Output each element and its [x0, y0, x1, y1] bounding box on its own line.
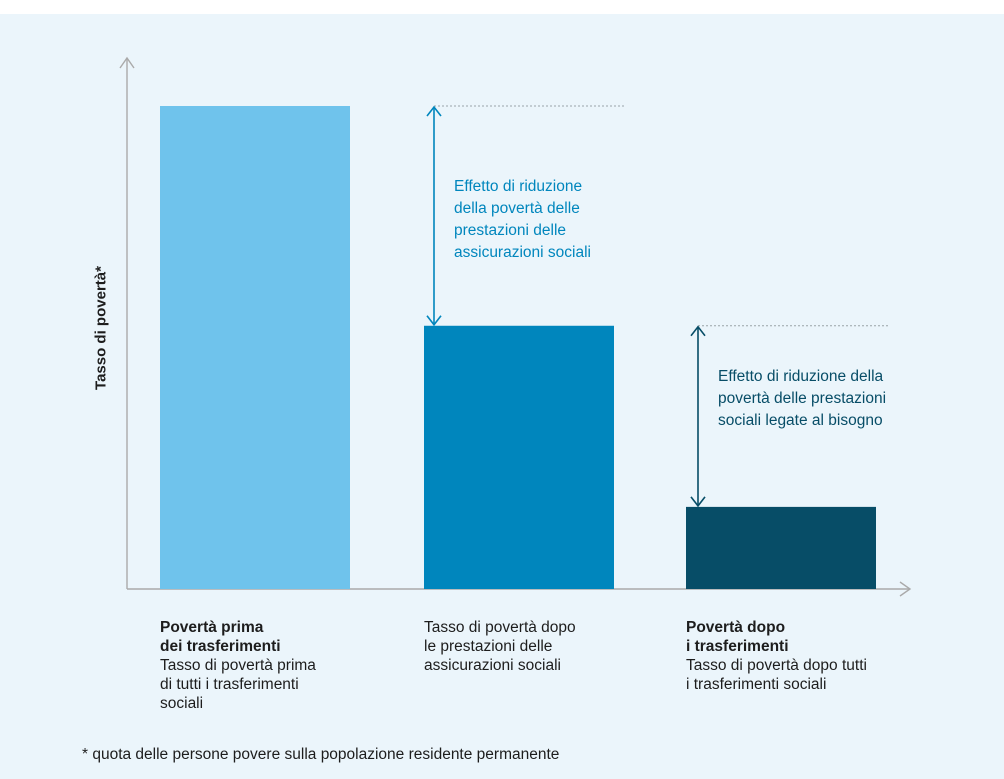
bar-2: [424, 325, 614, 589]
footnote: * quota delle persone povere sulla popol…: [82, 746, 560, 763]
category-label-3-bold: Povertà dopo i trasferimenti: [686, 619, 789, 655]
y-axis-arrowhead: [119, 56, 135, 69]
category-label-2: Tasso di povertà dopo le prestazioni dell…: [424, 618, 576, 675]
x-axis-arrowhead: [899, 581, 912, 597]
category-label-1: Povertà prima dei trasferimenti Tasso di …: [160, 618, 316, 713]
annotation-2-arrowhead-down: [690, 496, 706, 508]
annotation-needs-based-effect: Effetto di riduzione della povertà delle …: [718, 368, 887, 429]
category-label-1-text: Tasso di povertà prima di tutti i trasfer…: [160, 657, 316, 712]
category-label-3-text: Tasso di povertà dopo tutti i trasferimen…: [686, 657, 867, 693]
annotation-1-arrowhead-up: [426, 105, 442, 117]
y-axis-label: Tasso di povertà*: [92, 266, 110, 390]
category-label-1-bold: Povertà prima dei trasferimenti: [160, 619, 281, 655]
bar-1: [160, 106, 350, 589]
category-label-2-text: Tasso di povertà dopo le prestazioni dell…: [424, 619, 576, 674]
annotation-1-arrowhead-down: [426, 315, 442, 327]
annotation-insurance-effect: Effetto di riduzione della povertà delle p…: [454, 178, 591, 261]
bar-3: [686, 506, 876, 589]
annotation-2-arrowhead-up: [690, 325, 706, 337]
top-band: [0, 0, 1004, 14]
category-label-3: Povertà dopo i trasferimenti Tasso di pov…: [686, 618, 867, 694]
